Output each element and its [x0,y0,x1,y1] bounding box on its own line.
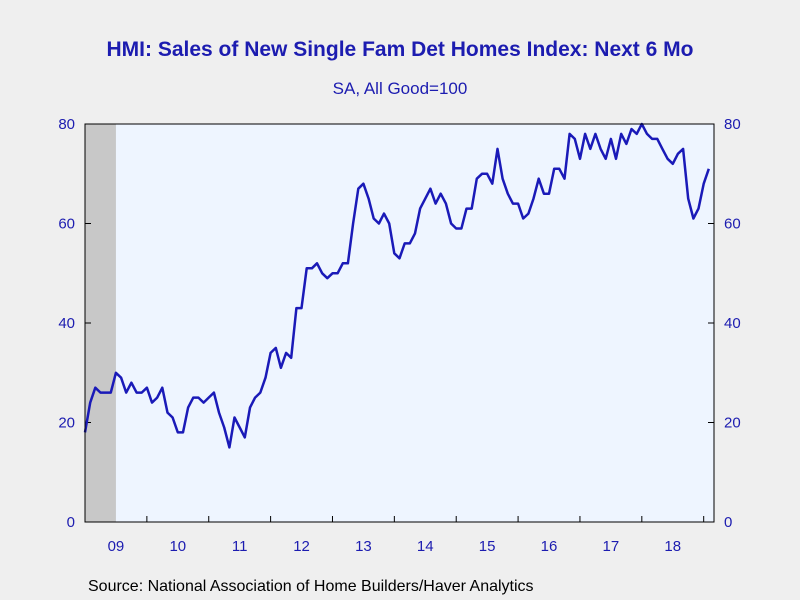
y-tick-label-right: 60 [724,216,741,233]
x-tick-label: 11 [232,538,248,555]
plot-frame [84,123,715,523]
chart-subtitle: SA, All Good=100 [332,79,468,98]
y-tick-label-left: 40 [58,315,75,332]
x-tick-label: 18 [664,538,681,555]
y-tick-label-right: 40 [724,315,741,332]
y-tick-label-left: 80 [58,116,75,133]
y-ticks: 0 0 20 20 40 40 60 60 80 80 [58,116,740,531]
y-tick-label-left: 60 [58,216,75,233]
x-tick-label: 09 [108,538,125,555]
y-tick-label-right: 80 [724,116,741,133]
x-tick-label: 12 [293,538,310,555]
x-ticks: 09 10 11 12 13 14 15 16 17 18 [84,516,705,555]
x-tick-label: 13 [355,538,372,555]
y-tick-label-left: 20 [58,415,75,432]
x-tick-label: 10 [169,538,186,555]
y-tick-label-right: 0 [724,514,732,531]
series-line [83,122,710,449]
y-tick-label-right: 20 [724,415,741,432]
x-tick-label: 14 [417,538,434,555]
x-tick-label: 17 [603,538,620,555]
source-note: Source: National Association of Home Bui… [88,578,534,595]
plot-background [85,124,714,522]
y-tick-label-left: 0 [67,514,75,531]
x-tick-label: 15 [479,538,496,555]
x-tick-label: 16 [541,538,558,555]
chart-title: HMI: Sales of New Single Fam Det Homes I… [106,38,694,61]
